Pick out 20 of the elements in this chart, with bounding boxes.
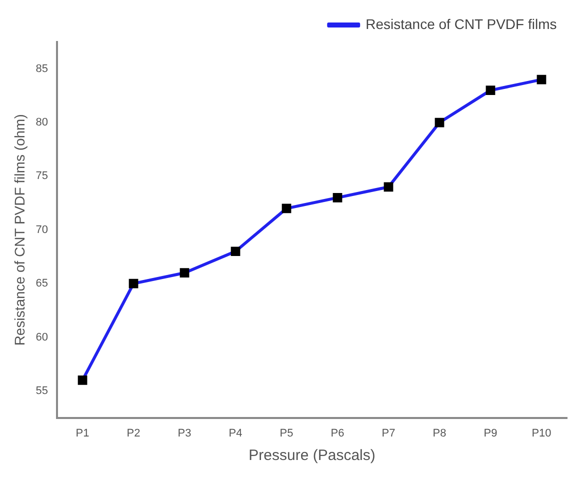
x-tick-label: P9 (484, 427, 498, 440)
x-tick-label: P8 (432, 427, 446, 440)
y-tick-label: 80 (36, 116, 48, 129)
y-tick-label: 60 (36, 331, 48, 344)
y-tick-label: 55 (36, 384, 48, 397)
x-tick-label: P2 (126, 427, 140, 440)
x-tick-label: P6 (330, 427, 344, 440)
y-tick-label: 75 (36, 170, 48, 182)
x-tick-label: P7 (382, 427, 396, 440)
y-axis-title: Resistance of CNT PVDF films (ohm) (11, 114, 28, 346)
legend-label: Resistance of CNT PVDF films (366, 16, 557, 32)
x-axis-title: Pressure (Pascals) (248, 447, 376, 464)
x-tick-label: P4 (228, 427, 242, 440)
x-tick-label: P10 (532, 427, 552, 440)
x-tick-label: P3 (178, 427, 192, 440)
y-tick-label: 65 (36, 278, 48, 290)
y-tick-label: 85 (36, 62, 48, 75)
x-tick-label: P1 (76, 427, 90, 440)
y-tick-label: 70 (36, 224, 48, 236)
x-tick-label: P5 (280, 427, 294, 440)
